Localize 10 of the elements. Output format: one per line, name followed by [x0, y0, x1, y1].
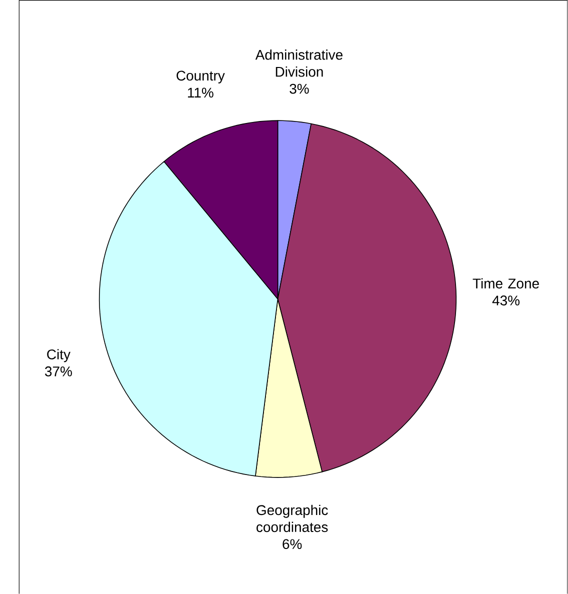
slice-label: Time Zone	[472, 278, 540, 288]
data-label: 43%	[492, 296, 520, 306]
data-label: 3%	[290, 84, 309, 94]
slice-label: Country	[176, 70, 225, 84]
data-label: 37%	[45, 366, 72, 376]
data-label: 6%	[282, 539, 302, 550]
slice-label: Administrative Division	[256, 50, 343, 77]
data-label: 11%	[188, 88, 214, 98]
slice-label: City	[47, 349, 71, 362]
slice-label: Geographic coordinates	[256, 504, 328, 532]
